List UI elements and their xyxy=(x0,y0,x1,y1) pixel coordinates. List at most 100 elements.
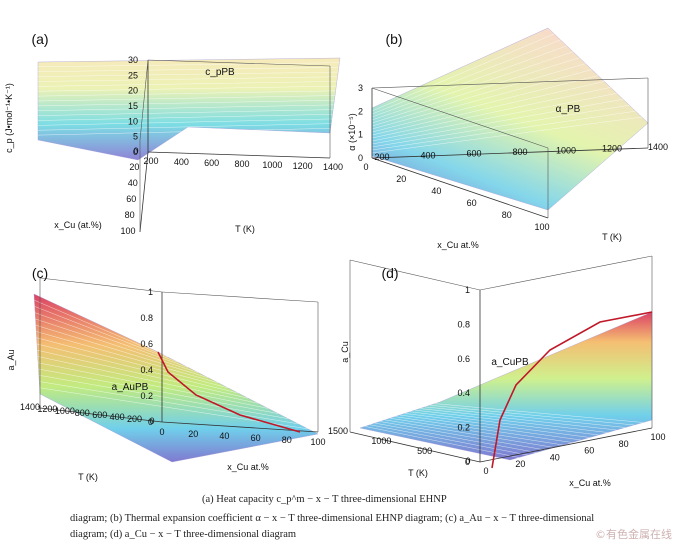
panel-a-y-tick-label: 800 xyxy=(234,159,249,169)
panel-d-mesh-line xyxy=(419,408,617,431)
panel-d-mesh-line xyxy=(434,403,644,423)
panel-a-x-tick-label: 0 xyxy=(133,146,138,156)
panel-a-x-axis xyxy=(139,151,149,233)
panel-b-x-tick-label: 80 xyxy=(502,210,512,220)
panel-d-mesh-line xyxy=(399,414,582,441)
panel-d-mesh-line xyxy=(414,409,608,433)
panel-b-mesh-line xyxy=(371,99,624,145)
panel-a-annotation: c_pPB xyxy=(205,67,235,78)
panel-a-mesh-line xyxy=(37,62,340,68)
panel-b-y-tick-label: 1200 xyxy=(602,144,622,154)
panel-b-z-axis-label: α (×10⁻⁵) xyxy=(347,113,357,150)
panel-a-mesh-line xyxy=(37,81,337,87)
panel-b-x-axis-label: x_Cu at.% xyxy=(437,240,479,250)
panel-c-z-tick-label: 0.8 xyxy=(140,313,153,323)
panel-b-mesh-line xyxy=(371,63,586,127)
panel-c-x-tick-label: 60 xyxy=(251,433,261,443)
panel-d-x-axis-label: x_Cu at.% xyxy=(569,478,611,488)
panel-b-mesh-line xyxy=(371,116,642,154)
panel-c-y-axis-label: T (K) xyxy=(78,472,98,482)
panel-d-z-tick-label: 0 xyxy=(465,457,470,467)
panel-b-box-edge xyxy=(371,87,549,149)
panel-d-mesh-line xyxy=(424,406,626,428)
panel-b-z-tick-label: 1 xyxy=(358,130,363,140)
panel-a-z-tick-label: 5 xyxy=(133,132,138,142)
panel-d-mesh-line xyxy=(369,424,528,456)
panel-a-y-tick-label: 400 xyxy=(174,157,189,167)
panel-d-mesh-line xyxy=(429,405,635,426)
panel-d-box-edge xyxy=(479,255,653,291)
figure-caption-line3: diagram; (d) a_Cu − x − T three-dimensio… xyxy=(70,529,297,540)
panel-b-mesh-line xyxy=(371,81,605,136)
panel-d-x-tick-label: 100 xyxy=(650,432,665,442)
panel-c-mesh-line xyxy=(35,312,189,368)
panel-c-mesh-line xyxy=(38,362,269,409)
panel-a-z-tick-label: 15 xyxy=(128,101,138,111)
panel-c-y-tick-label: 400 xyxy=(110,412,125,422)
panel-b-mesh-line xyxy=(371,93,617,142)
panel-c-z-tick-label: 0 xyxy=(148,417,153,427)
panel-a-x-axis-label: x_Cu (at.%) xyxy=(54,220,102,230)
panel-a-y-tick-label: 1400 xyxy=(323,162,343,172)
panel-a-y-tick-label: 1200 xyxy=(293,161,313,171)
panel-d-box-edge xyxy=(349,259,481,291)
panel-b-z-tick-label: 3 xyxy=(358,83,363,93)
panel-a-mesh-line xyxy=(37,114,333,121)
panel-c-mesh-line xyxy=(35,325,209,378)
panel-d-x-tick-label: 40 xyxy=(550,452,560,462)
panel-c-z-tick-label: 0.4 xyxy=(140,365,153,375)
panel-b-mesh-line xyxy=(371,51,574,121)
panel-d-critical-curve xyxy=(491,311,653,469)
panel-c-box-edge xyxy=(161,291,319,303)
panel-b-y-axis-label: T (K) xyxy=(602,232,622,242)
panel-d-z-tick-label: 0.4 xyxy=(457,388,470,398)
panel-b-y-tick-label: 1000 xyxy=(556,145,576,155)
panel-d-z-tick-label: 0.2 xyxy=(457,423,470,433)
panel-a-x-tick-label: 40 xyxy=(128,178,138,188)
panel-d-y-axis xyxy=(349,431,481,463)
panel-b-mesh-line xyxy=(371,110,636,151)
panel-c-x-tick-label: 80 xyxy=(282,435,292,445)
panel-a-box-edge xyxy=(147,59,331,67)
panel-b-x-tick-label: 0 xyxy=(363,162,368,172)
panel-b-mesh-line xyxy=(371,57,580,124)
panel-d-annotation: a_CuPB xyxy=(491,357,529,368)
panel-d-y-tick-label: 1000 xyxy=(371,436,391,446)
panel-a-x-tick-label: 100 xyxy=(120,226,135,236)
panel-a-mesh-line xyxy=(37,85,337,92)
panel-b-x-tick-label: 20 xyxy=(396,174,406,184)
panel-c-mesh-line xyxy=(34,306,179,363)
panel-d-y-tick-label: 1500 xyxy=(328,426,348,436)
panel-b-mesh-line xyxy=(371,39,561,115)
panel-a-x-tick-label: 80 xyxy=(125,210,135,220)
panel-a-mesh-line xyxy=(37,118,332,126)
panel-b-mesh-line xyxy=(371,69,592,130)
panel-c-box-edge xyxy=(39,277,163,293)
panel-d-mesh-line xyxy=(389,418,564,446)
panel-b-y-tick-label: 1400 xyxy=(648,142,668,152)
panel-b-x-tick-label: 60 xyxy=(467,198,477,208)
panel-d-x-tick-label: 20 xyxy=(515,459,525,469)
panel-d-x-tick-label: 0 xyxy=(483,466,488,476)
panel-c-y-tick-label: 800 xyxy=(75,408,90,418)
panel-d-z-tick-label: 0.8 xyxy=(457,319,470,329)
panel-a-x-tick-label: 20 xyxy=(129,162,139,172)
panel-a-mesh-line xyxy=(37,76,338,82)
panel-c-y-tick-label: 600 xyxy=(92,410,107,420)
panel-c-z-axis-label: a_Au xyxy=(6,349,16,370)
panel-a-surface xyxy=(37,57,341,161)
panel-b-x-tick-label: 40 xyxy=(431,186,441,196)
panel-c-z-tick-label: 1 xyxy=(148,287,153,297)
panel-b-mesh-line xyxy=(371,45,567,118)
panel-c-y-tick-label: 200 xyxy=(127,414,142,424)
panel-c-y-tick-label: 1000 xyxy=(55,406,75,416)
panel-c-mesh-line xyxy=(36,331,219,383)
panel-c-z-tick-label: 0.2 xyxy=(140,391,153,401)
panel-c-x-tick-label: 0 xyxy=(159,427,164,437)
panel-c-mesh-line xyxy=(34,300,169,358)
panel-b-box-edge xyxy=(371,77,649,89)
panel-c-y-tick-label: 1200 xyxy=(37,404,57,414)
panel-a-z-tick-label: 30 xyxy=(128,55,138,65)
panel-d-x-axis xyxy=(479,427,653,463)
panel-a-z-axis-label: c_p (J•mol⁻¹•K⁻¹) xyxy=(4,83,14,153)
